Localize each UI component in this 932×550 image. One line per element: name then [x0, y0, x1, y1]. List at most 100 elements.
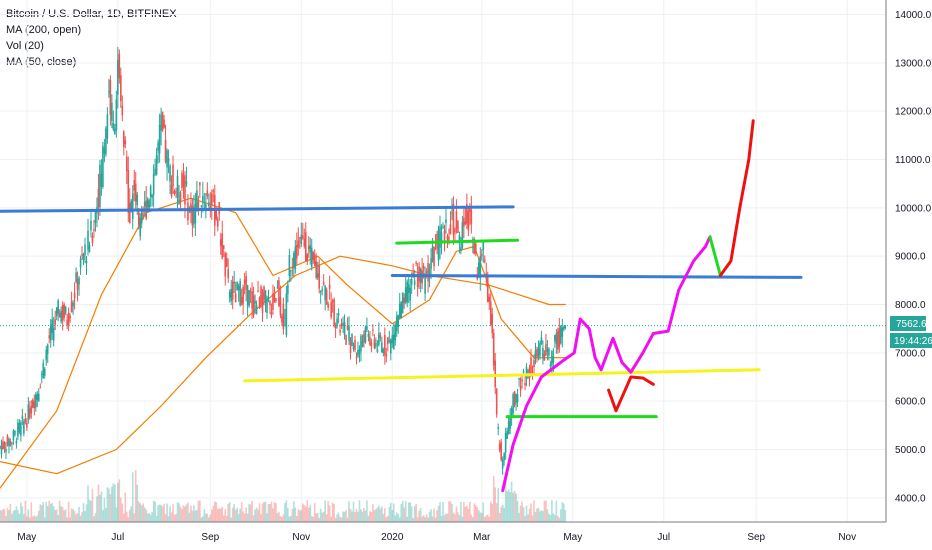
volume-bar — [315, 513, 318, 522]
candle-body — [63, 304, 65, 318]
volume-bar — [272, 508, 274, 522]
candle-body — [142, 214, 144, 216]
candle-body — [0, 446, 3, 455]
volume-bars — [0, 470, 567, 522]
candle-body — [0, 446, 1, 448]
volume-bar — [261, 503, 264, 522]
green-level-line — [395, 238, 520, 245]
candle-body — [469, 208, 471, 212]
volume-bar — [307, 507, 310, 522]
volume-bar — [563, 503, 565, 522]
volume-bar — [521, 501, 523, 522]
volume-bar — [528, 508, 531, 522]
candle-body — [118, 53, 121, 79]
volume-bar — [560, 509, 562, 522]
volume-bar — [225, 516, 228, 522]
volume-bar — [455, 506, 458, 522]
candle-body — [8, 438, 10, 447]
volume-bar — [512, 492, 514, 522]
volume-bar — [349, 508, 352, 522]
candle-body — [187, 202, 189, 221]
volume-bar — [8, 509, 10, 522]
candle-body — [528, 367, 531, 379]
volume-bar — [403, 507, 406, 522]
candle-body — [366, 326, 368, 330]
candle-body — [23, 421, 25, 434]
candle-body — [349, 340, 352, 353]
volume-bar — [501, 504, 504, 522]
candle-body — [206, 190, 209, 196]
volume-bar — [136, 484, 139, 522]
volume-bar — [312, 516, 315, 522]
volume-bar — [558, 517, 561, 522]
candle-body — [219, 239, 222, 247]
volume-bar — [336, 514, 338, 522]
volume-bar — [412, 517, 414, 522]
volume-bar — [84, 511, 86, 522]
volume-bar — [67, 501, 70, 522]
y-tick-label: 14000.0 — [895, 10, 932, 21]
volume-bar — [173, 514, 176, 522]
candle-body — [409, 287, 411, 301]
candle-body — [179, 192, 182, 203]
volume-bar — [519, 505, 522, 522]
candle-body — [85, 260, 88, 264]
volume-bar — [45, 501, 48, 522]
volume-bar — [504, 479, 507, 522]
candle-body — [539, 343, 541, 356]
candle-body — [395, 316, 398, 332]
candle-body — [369, 337, 371, 345]
volume-bar — [552, 513, 555, 522]
volume-bar — [369, 511, 371, 522]
volume-bar — [451, 503, 453, 522]
candle-body — [443, 230, 446, 241]
volume-bar — [381, 506, 383, 522]
volume-bar — [176, 502, 179, 522]
volume-bar — [222, 515, 225, 522]
volume-bar — [121, 503, 124, 522]
blue-trendline — [390, 274, 803, 279]
volume-bar — [152, 500, 155, 522]
candle-body — [303, 238, 306, 247]
candle-body — [449, 224, 452, 235]
volume-bar — [216, 508, 219, 522]
volume-bar — [94, 513, 97, 522]
candle-body — [446, 236, 449, 243]
volume-bar — [34, 516, 37, 522]
volume-bar — [87, 485, 89, 522]
candle-body — [49, 324, 52, 341]
candle-body — [518, 378, 520, 380]
volume-bar — [360, 509, 362, 522]
candle-body — [540, 337, 543, 344]
volume-bar — [182, 505, 185, 522]
volume-bar — [434, 517, 437, 522]
volume-bar — [564, 510, 567, 522]
volume-bar — [227, 503, 230, 522]
volume-bar — [372, 504, 374, 522]
candle-body — [382, 349, 385, 354]
candle-body — [482, 241, 485, 251]
volume-bar — [58, 500, 61, 522]
volume-bar — [384, 508, 386, 522]
y-tick-label: 6000.0 — [895, 397, 926, 408]
candle-body — [470, 209, 473, 224]
candle-body — [525, 367, 528, 379]
candle-body — [260, 286, 262, 305]
candle-body — [448, 237, 450, 240]
candle-body — [504, 433, 507, 453]
legend-vol: Vol (20) — [6, 40, 44, 52]
candle-body — [29, 408, 31, 418]
volume-bar — [476, 507, 479, 522]
volume-bar — [401, 500, 404, 522]
volume-bar — [21, 506, 24, 522]
x-tick-label: Nov — [838, 532, 856, 543]
volume-bar — [348, 501, 350, 522]
volume-bar — [85, 504, 88, 522]
candle-body — [133, 179, 136, 191]
candle-body — [428, 269, 431, 278]
candle-body — [99, 164, 101, 207]
candle-body — [427, 263, 429, 282]
volume-bar — [40, 505, 43, 522]
volume-bar — [194, 510, 197, 522]
